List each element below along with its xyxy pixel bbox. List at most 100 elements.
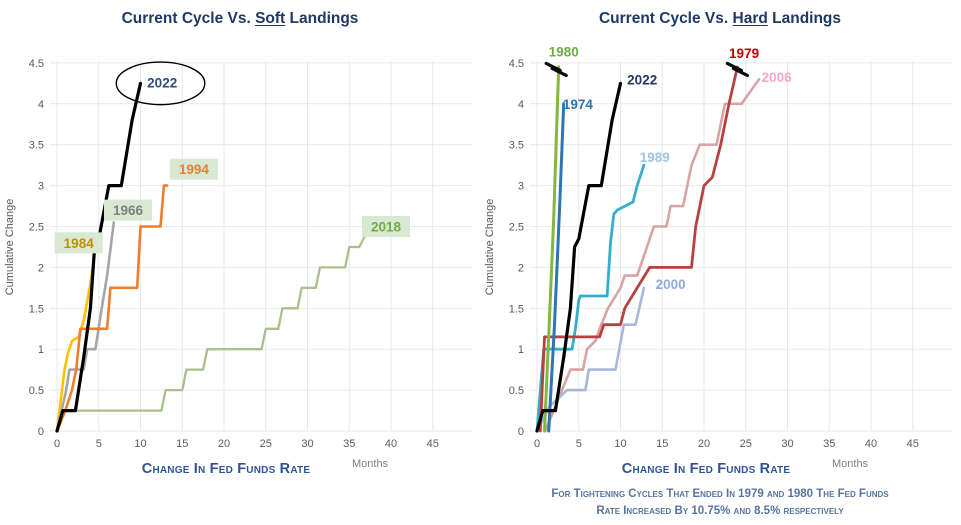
y-tick-label: 4.5 <box>29 58 44 70</box>
y-tick-label: 1.5 <box>509 303 524 315</box>
y-tick-label: 0 <box>38 426 44 438</box>
x-tick-label: 20 <box>698 438 710 450</box>
series-label-1994: 1994 <box>169 158 218 180</box>
x-tick-label: 45 <box>907 438 919 450</box>
y-tick-label: 1.5 <box>29 303 44 315</box>
series-label-2022: 2022 <box>627 72 657 87</box>
series-line-2022 <box>535 81 623 433</box>
series-label-text: 1979 <box>729 46 759 61</box>
y-axis-title: Cumulative Change <box>4 199 16 296</box>
y-tick-label: 0.5 <box>29 385 44 397</box>
series-label-text: 1974 <box>563 97 594 112</box>
soft-landings-axis-row: Change In Fed Funds Rate Months <box>0 457 480 483</box>
x-tick-label: 40 <box>385 438 397 450</box>
series-line-1979 <box>538 65 739 433</box>
series-label-1984: 1984 <box>54 232 103 254</box>
x-tick-label: 10 <box>614 438 626 450</box>
y-tick-label: 4 <box>518 99 524 111</box>
y-axis-title: Cumulative Change <box>484 199 496 296</box>
series-label-text: 2022 <box>147 76 177 91</box>
y-tick-label: 0.5 <box>509 385 524 397</box>
x-tick-label: 0 <box>534 438 540 450</box>
current-cycle-circle-annotation <box>115 61 206 106</box>
y-tick-label: 2.5 <box>509 222 524 234</box>
series-line-1966 <box>55 221 116 433</box>
series-label-1989: 1989 <box>640 150 670 165</box>
hard-landings-chart: 0 0.5 1 1.5 2 2.5 3 3.5 4 4.5 0 5 10 15 20 25 30 35 40 45 Cu… <box>484 44 952 450</box>
title-underlined-word: Soft <box>255 10 286 27</box>
y-tick-label: 1 <box>518 344 524 356</box>
y-tick-label: 4 <box>38 99 44 111</box>
axis-break-mark <box>544 61 568 78</box>
x-tick-label: 35 <box>823 438 835 450</box>
footnote-line-1: For Tightening Cycles That Ended In 1979… <box>551 488 889 500</box>
series-label-1980: 1980 <box>549 44 579 59</box>
x-tick-label: 0 <box>54 438 60 450</box>
title-suffix: Landings <box>767 10 842 27</box>
series-line-2018 <box>55 229 369 433</box>
months-unit-label: Months <box>832 458 869 470</box>
x-tick-label: 15 <box>176 438 188 450</box>
series-line-1980 <box>543 65 561 433</box>
title-prefix: Current Cycle Vs. <box>121 10 256 27</box>
series-label-text: 1989 <box>640 150 670 165</box>
series-label-2018: 2018 <box>361 216 410 237</box>
axis-tick-labels: 0 0.5 1 1.5 2 2.5 3 3.5 4 4.5 0 5 10 15 20 25 30 35 40 45 <box>29 58 439 450</box>
axis-tick-labels: 0 0.5 1 1.5 2 2.5 3 3.5 4 4.5 0 5 10 15 20 25 30 35 40 45 <box>509 58 919 450</box>
y-tick-label: 1 <box>38 344 44 356</box>
series-label-text: 1980 <box>549 44 579 59</box>
x-tick-label: 45 <box>427 438 439 450</box>
hard-landings-title: Current Cycle Vs. Hard Landings <box>480 0 960 34</box>
y-tick-label: 3.5 <box>29 140 44 152</box>
y-tick-label: 4.5 <box>509 58 524 70</box>
series-label-2022: 2022 <box>147 76 177 91</box>
series-line-1989 <box>535 163 646 433</box>
soft-landings-chart: 0 0.5 1 1.5 2 2.5 3 3.5 4 4.5 0 5 10 15 20 25 30 35 40 45 Cu… <box>4 58 472 450</box>
soft-landings-panel: Current Cycle Vs. Soft Landings 0 0.5 1 1.5… <box>0 0 480 525</box>
series-line-1974 <box>547 102 566 433</box>
y-tick-label: 3 <box>518 181 524 193</box>
hard-landings-panel: Current Cycle Vs. Hard Landings 0 0.5 1 1.5… <box>480 0 960 525</box>
y-tick-label: 3 <box>38 181 44 193</box>
x-axis-title: Change In Fed Funds Rate <box>621 461 791 477</box>
series-label-highlight <box>103 199 152 221</box>
title-suffix: Landings <box>285 10 359 27</box>
x-tick-label: 30 <box>781 438 793 450</box>
series-line-1994 <box>55 184 169 433</box>
x-tick-label: 25 <box>740 438 752 450</box>
x-tick-label: 10 <box>134 438 146 450</box>
series-line-2006 <box>544 77 761 433</box>
y-tick-label: 2 <box>518 262 524 274</box>
series-label-1974: 1974 <box>563 97 594 112</box>
months-unit-label: Months <box>352 458 389 470</box>
series-label-2000: 2000 <box>656 277 686 292</box>
x-tick-label: 30 <box>301 438 313 450</box>
y-tick-label: 2 <box>38 262 44 274</box>
series-line-1984 <box>55 241 98 433</box>
x-tick-label: 35 <box>343 438 355 450</box>
x-tick-label: 25 <box>260 438 272 450</box>
gridlines <box>50 60 472 432</box>
series-label-1966: 1966 <box>103 199 152 221</box>
x-tick-label: 40 <box>865 438 877 450</box>
x-tick-label: 20 <box>218 438 230 450</box>
series-label-text: 1966 <box>113 203 144 218</box>
series-label-text: 2018 <box>371 220 402 235</box>
title-prefix: Current Cycle Vs. <box>598 10 733 27</box>
series-label-text: 2000 <box>656 277 686 292</box>
y-tick-label: 3.5 <box>509 140 524 152</box>
x-tick-label: 15 <box>656 438 668 450</box>
series-label-1979: 1979 <box>729 46 759 61</box>
series-label-highlight <box>54 232 103 254</box>
series-label-text: 1994 <box>179 162 210 177</box>
series-label-highlight <box>361 216 410 237</box>
x-axis-title: Change In Fed Funds Rate <box>141 461 311 477</box>
axis-break-mark <box>725 61 749 78</box>
title-underlined-word: Hard <box>732 10 768 27</box>
y-tick-label: 0 <box>518 426 524 438</box>
hard-landings-footnote: For Tightening Cycles That Ended In 1979… <box>480 486 960 519</box>
footnote-line-2: Rate Increased By 10.75% and 8.5% respec… <box>596 504 844 517</box>
x-tick-label: 5 <box>96 438 102 450</box>
soft-landings-title: Current Cycle Vs. Soft Landings <box>0 0 480 34</box>
